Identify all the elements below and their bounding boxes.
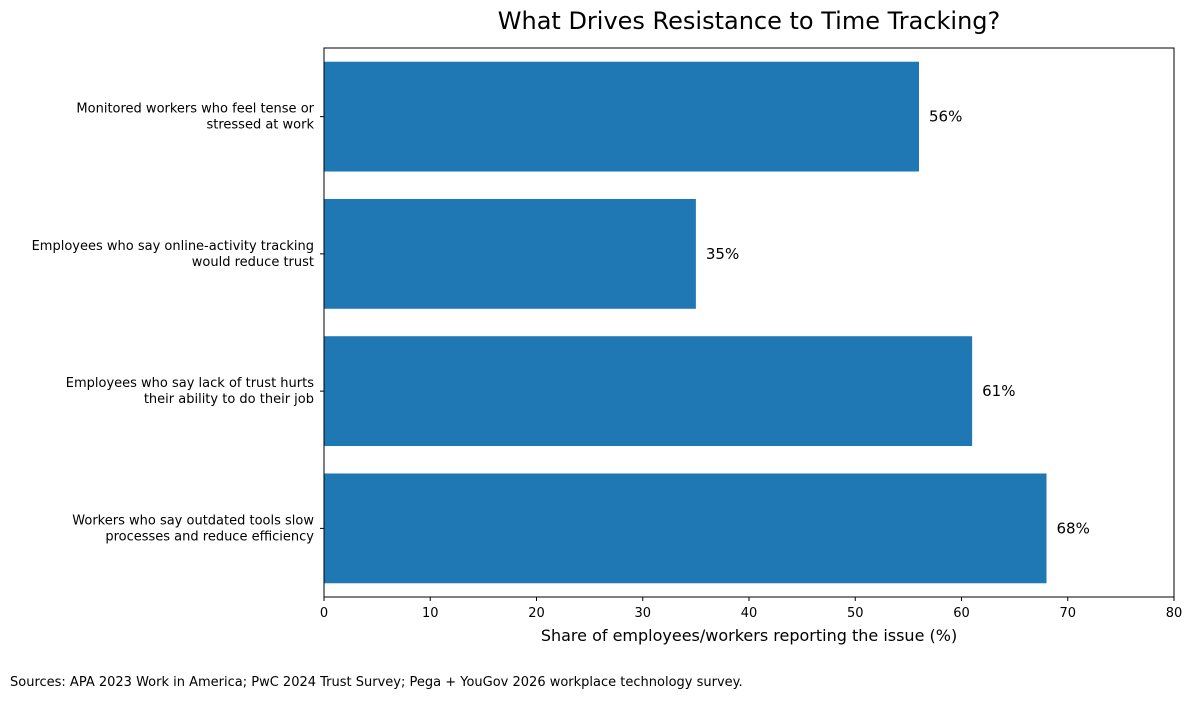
- bar-3: [324, 473, 1047, 584]
- x-tick-label-0: 0: [320, 606, 328, 621]
- value-label-0: 56%: [929, 108, 962, 126]
- value-label-1: 35%: [706, 245, 739, 263]
- x-tick-label-1: 10: [422, 606, 439, 621]
- x-tick-label-7: 70: [1059, 606, 1076, 621]
- x-tick-label-3: 30: [634, 606, 651, 621]
- x-tick-label-6: 60: [953, 606, 970, 621]
- category-label-2: Employees who say lack of trust hurts the…: [66, 376, 314, 407]
- category-label-1-line-1: would reduce trust: [192, 255, 314, 270]
- value-label-2: 61%: [982, 382, 1015, 400]
- x-tick-label-2: 20: [528, 606, 545, 621]
- x-tick-label-5: 50: [847, 606, 864, 621]
- category-label-3-line-1: processes and reduce efficiency: [105, 529, 314, 544]
- category-label-3-line-0: Workers who say outdated tools slow: [72, 513, 314, 528]
- category-label-0: Monitored workers who feel tense or stres…: [76, 102, 314, 133]
- bar-1: [324, 198, 696, 309]
- category-label-0-line-1: stressed at work: [206, 118, 314, 133]
- bar-2: [324, 336, 973, 447]
- category-label-2-line-1: their ability to do their job: [144, 392, 314, 407]
- category-label-1: Employees who say online-activity tracki…: [32, 239, 314, 270]
- x-tick-label-4: 40: [741, 606, 758, 621]
- category-label-0-line-0: Monitored workers who feel tense or: [76, 102, 314, 117]
- category-label-2-line-0: Employees who say lack of trust hurts: [66, 376, 314, 391]
- x-tick-label-8: 80: [1166, 606, 1183, 621]
- x-axis-label: Share of employees/workers reporting the…: [541, 626, 957, 645]
- bar-0: [324, 61, 919, 172]
- source-note: Sources: APA 2023 Work in America; PwC 2…: [10, 675, 743, 690]
- chart-title: What Drives Resistance to Time Tracking?: [498, 7, 1001, 35]
- category-label-3: Workers who say outdated tools slow proce…: [72, 513, 314, 544]
- category-label-1-line-0: Employees who say online-activity tracki…: [32, 239, 314, 254]
- labels-layer: 56% Monitored workers who feel tense or st…: [32, 102, 1090, 545]
- value-label-3: 68%: [1057, 519, 1090, 537]
- axis-layer: 0 10 20 30 40 50 60 70 80: [320, 47, 1183, 621]
- bars-layer: [324, 61, 1047, 584]
